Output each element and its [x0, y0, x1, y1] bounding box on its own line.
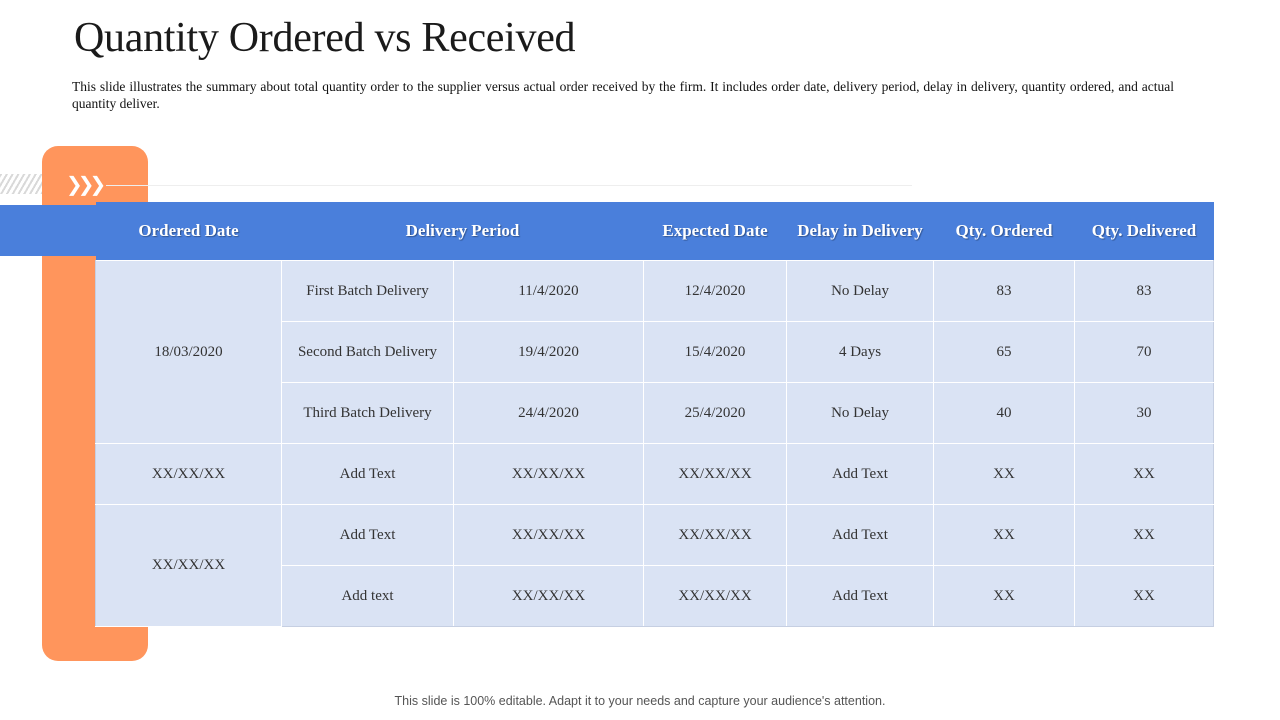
footer-note: This slide is 100% editable. Adapt it to…: [394, 694, 886, 708]
expected-date-cell: 12/4/2020: [643, 260, 788, 322]
qty-delivered-cell: 70: [1074, 321, 1215, 383]
qty-delivered-cell: 30: [1074, 382, 1215, 444]
table-row: Add text XX/XX/XX XX/XX/XX Add Text XX X…: [96, 565, 1215, 627]
expected-date-cell: XX/XX/XX: [643, 565, 788, 627]
qty-delivered-cell: XX: [1074, 443, 1215, 505]
expected-date-cell: 25/4/2020: [643, 382, 788, 444]
batch-cell: Add text: [281, 565, 454, 627]
delay-cell: Add Text: [786, 504, 935, 566]
decorative-blue-stripe: [0, 205, 100, 256]
ordered-date-cell: 18/03/2020: [95, 260, 282, 444]
ordered-date-cell: XX/XX/XX: [95, 504, 282, 627]
delay-cell: No Delay: [786, 382, 935, 444]
delay-cell: Add Text: [786, 443, 935, 505]
header-ordered-date: Ordered Date: [95, 202, 282, 261]
qty-ordered-cell: XX: [933, 443, 1076, 505]
divider-line: [106, 185, 912, 186]
table-row: XX/XX/XX Add Text XX/XX/XX XX/XX/XX Add …: [95, 504, 1215, 627]
batch-cell: Second Batch Delivery: [281, 321, 454, 383]
period-date-cell: XX/XX/XX: [452, 565, 645, 627]
delay-cell: Add Text: [786, 565, 935, 627]
ordered-date-cell: XX/XX/XX: [95, 443, 282, 505]
header-expected-date: Expected Date: [643, 202, 787, 261]
table-row: 18/03/2020 First Batch Delivery 11/4/202…: [95, 260, 1215, 444]
expected-date-cell: XX/XX/XX: [643, 443, 788, 505]
table-header-row: Ordered Date Delivery Period Expected Da…: [95, 202, 1214, 261]
expected-date-cell: 15/4/2020: [643, 321, 788, 383]
header-delivery-period: Delivery Period: [281, 202, 644, 261]
page-title: Quantity Ordered vs Received: [74, 15, 576, 61]
delay-cell: No Delay: [786, 260, 935, 322]
expected-date-cell: XX/XX/XX: [643, 504, 788, 566]
table-row: XX/XX/XX Add Text XX/XX/XX XX/XX/XX Add …: [95, 443, 1215, 505]
table-row: Second Batch Delivery 19/4/2020 15/4/202…: [96, 321, 1215, 383]
quantity-table: Ordered Date Delivery Period Expected Da…: [95, 202, 1215, 627]
qty-ordered-cell: 65: [933, 321, 1076, 383]
qty-ordered-cell: 40: [933, 382, 1076, 444]
batch-cell: Add Text: [281, 504, 454, 566]
batch-cell: Add Text: [281, 443, 454, 505]
batch-cell: First Batch Delivery: [281, 260, 454, 322]
period-date-cell: 19/4/2020: [452, 321, 645, 383]
period-date-cell: XX/XX/XX: [452, 504, 645, 566]
header-delay-in-delivery: Delay in Delivery: [786, 202, 934, 261]
header-qty-delivered: Qty. Delivered: [1074, 202, 1214, 261]
period-date-cell: XX/XX/XX: [452, 443, 645, 505]
qty-delivered-cell: 83: [1074, 260, 1215, 322]
period-date-cell: 24/4/2020: [452, 382, 645, 444]
chevron-arrows-icon: ❯❯❯: [66, 172, 106, 196]
batch-cell: Third Batch Delivery: [281, 382, 454, 444]
table-row: Third Batch Delivery 24/4/2020 25/4/2020…: [96, 382, 1215, 444]
qty-ordered-cell: XX: [933, 565, 1076, 627]
qty-ordered-cell: 83: [933, 260, 1076, 322]
delay-cell: 4 Days: [786, 321, 935, 383]
header-qty-ordered: Qty. Ordered: [933, 202, 1075, 261]
qty-delivered-cell: XX: [1074, 504, 1215, 566]
qty-delivered-cell: XX: [1074, 565, 1215, 627]
period-date-cell: 11/4/2020: [452, 260, 645, 322]
qty-ordered-cell: XX: [933, 504, 1076, 566]
slide-description: This slide illustrates the summary about…: [72, 79, 1174, 111]
